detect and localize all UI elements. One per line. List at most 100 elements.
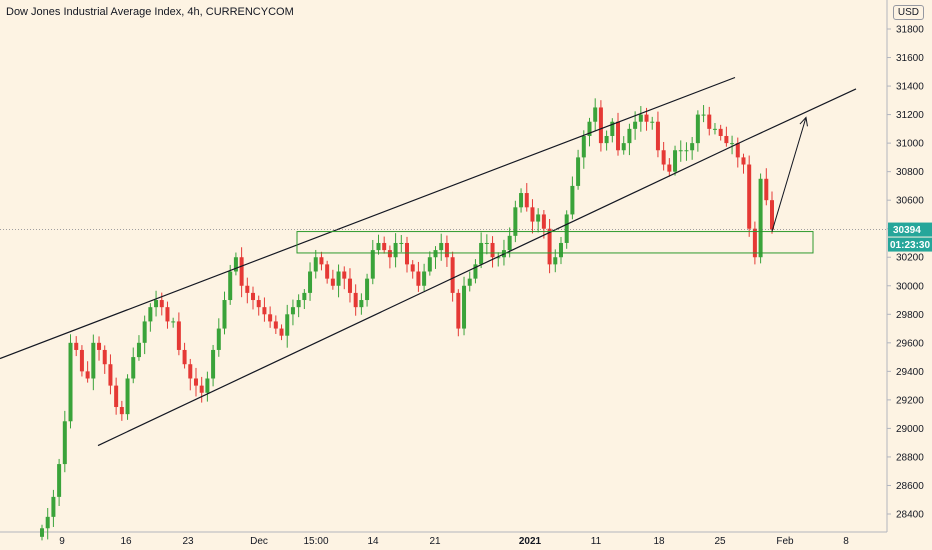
candle-body	[51, 496, 56, 517]
time-tick-label: 23	[182, 536, 194, 547]
price-tick-label: 30800	[896, 167, 924, 178]
drawings-group[interactable]	[0, 76, 887, 447]
time-tick-label: 14	[367, 536, 379, 547]
channel-lower-extension-line[interactable]	[744, 88, 857, 141]
candle-body	[621, 143, 626, 151]
candle-body	[399, 242, 404, 244]
candle-body	[370, 250, 375, 279]
candle-body	[764, 178, 769, 201]
support-zone-rectangle[interactable]	[296, 231, 814, 254]
candle-body	[655, 121, 660, 151]
candle-body	[176, 321, 181, 350]
candle-body	[616, 121, 621, 151]
time-tick-label: 2021	[519, 536, 542, 547]
projection-arrow-line[interactable]	[771, 117, 807, 232]
price-axis[interactable]: 28400 28600 28800 29000 29200 29400 29600 29800…	[887, 25, 924, 521]
candle-body	[171, 321, 176, 323]
price-tick-label: 31600	[896, 53, 924, 64]
candle-body	[741, 157, 746, 165]
candle-body	[154, 300, 159, 308]
candle-body	[188, 364, 193, 379]
candle-body	[302, 292, 307, 301]
candle-body	[125, 378, 130, 415]
candle-body	[564, 214, 569, 243]
candle-body	[79, 349, 84, 372]
price-tick-label: 30000	[896, 281, 924, 292]
currency-button[interactable]: USD	[892, 5, 924, 20]
candle-body	[593, 107, 598, 122]
time-axis[interactable]: 9 16 23 Dec 15:00 14 21 2021 11 18 25 Feb 8	[59, 536, 849, 547]
candle-body	[228, 271, 233, 301]
candle-body	[182, 349, 187, 365]
candle-body	[473, 264, 478, 279]
candle-body	[707, 114, 712, 129]
candle-body	[650, 121, 655, 123]
candle-body	[427, 257, 432, 272]
candle-body	[661, 150, 666, 165]
candle-body	[724, 135, 729, 144]
candle-body	[439, 242, 444, 251]
candle-body	[330, 278, 335, 286]
candle-body	[467, 278, 472, 286]
candle-body	[581, 135, 586, 158]
candle-body	[131, 357, 136, 379]
price-tick-label: 29600	[896, 338, 924, 349]
candle-body	[102, 349, 107, 365]
candle-body	[570, 185, 575, 215]
candle-body	[342, 271, 347, 279]
candle-body	[416, 271, 421, 286]
candle-body	[256, 300, 261, 308]
candle-body	[91, 342, 96, 379]
candle-body	[747, 164, 752, 229]
candle-body	[456, 292, 461, 329]
candle-body	[382, 242, 387, 251]
candle-body	[296, 300, 301, 308]
time-tick-label: 25	[714, 536, 726, 547]
price-tick-label: 30600	[896, 196, 924, 207]
candle-body	[536, 214, 541, 222]
candle-body	[735, 143, 740, 158]
candle-body	[553, 257, 558, 265]
candle-body	[558, 242, 563, 258]
candle-body	[433, 250, 438, 258]
candle-body	[496, 257, 501, 259]
candle-body	[268, 314, 273, 322]
candle-body	[610, 121, 615, 136]
candle-body	[547, 228, 552, 265]
candle-body	[387, 250, 392, 258]
price-badges: 30394 01:23:30	[888, 222, 932, 252]
candle-body	[513, 207, 518, 236]
candle-body	[758, 178, 763, 258]
candle-body	[319, 257, 324, 265]
candle-body	[353, 292, 358, 308]
candle-body	[359, 300, 364, 308]
candle-body	[718, 128, 723, 136]
candle-body	[587, 121, 592, 136]
candle-body	[479, 242, 484, 265]
candle-body	[136, 342, 141, 358]
candle-body	[40, 528, 44, 537]
candles-group	[40, 98, 774, 541]
price-tick-label: 31000	[896, 139, 924, 150]
candle-body	[251, 292, 256, 301]
candle-body	[142, 321, 147, 343]
channel-upper-line[interactable]	[0, 76, 736, 360]
candle-body	[667, 164, 672, 172]
price-tick-label: 28600	[896, 481, 924, 492]
candle-body	[222, 300, 227, 329]
price-tick-label: 31400	[896, 82, 924, 93]
candle-body	[633, 121, 638, 129]
candle-body	[604, 135, 609, 144]
candle-body	[701, 114, 706, 116]
price-tick-label: 29400	[896, 367, 924, 378]
candle-body	[627, 128, 632, 144]
candle-body	[114, 385, 119, 408]
price-tick-label: 29800	[896, 310, 924, 321]
chart-title: Dow Jones Industrial Average Index, 4h, …	[6, 6, 294, 18]
candle-body	[199, 385, 204, 393]
time-tick-label: Dec	[250, 536, 268, 547]
channel-lower-line[interactable]	[97, 139, 746, 447]
candle-body	[422, 271, 427, 286]
candle-body	[245, 285, 250, 293]
